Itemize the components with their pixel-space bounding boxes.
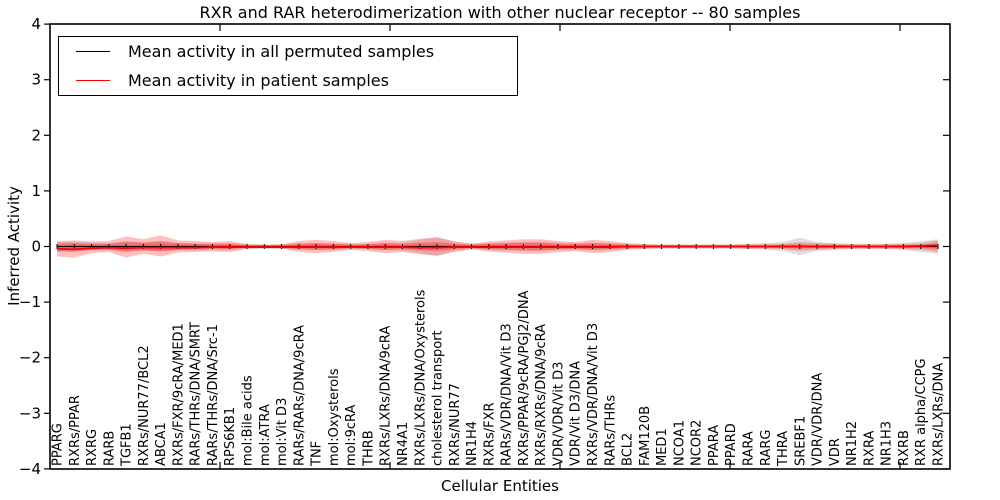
x-tick-label: mol:Bile acids [241,375,256,466]
x-tick-label: TNF [310,441,325,467]
y-tick-label: −2 [19,349,41,367]
x-tick-label: SREBF1 [793,416,808,466]
y-tick-label: −3 [19,404,41,422]
y-tick-label: 1 [31,182,41,200]
x-tick-label: RARG [759,429,774,466]
x-tick-label: NCOA1 [672,420,687,466]
x-tick-label: RXRs/FXR/9cRA/MED1 [171,323,186,466]
x-tick-label: NR1H3 [880,421,895,466]
x-tick-label: RARs/THRs/DNA/SMRT [189,322,204,466]
patient-line-swatch [76,80,110,81]
x-tick-label: RXRs/VDR/DNA/Vit D3 [586,323,601,466]
x-tick-label: RARs/RARs/DNA/9cRA [292,325,307,466]
x-tick-label: PPARA [707,425,722,466]
patient-mean-line [56,244,939,251]
x-tick-label: RARs/THRs/DNA/Src-1 [206,324,221,466]
permuted-line-swatch [76,51,110,52]
x-tick-label: RXRs/PPAR [68,395,83,466]
x-tick-label: PPARG [51,423,66,466]
x-tick-label: PPARD [724,423,739,466]
x-tick-label: RXRG [85,429,100,466]
y-tick-label: 3 [31,71,41,89]
legend-label-permuted: Mean activity in all permuted samples [128,42,435,61]
x-tick-label: ABCA1 [154,422,169,466]
x-tick-label: VDR/VDR/DNA [811,373,826,466]
x-tick-label: FAM120B [638,406,653,466]
x-tick-label: RXRs/PPAR/9cRA/PGJ2/DNA [517,290,532,466]
legend-entry-permuted: Mean activity in all permuted samples [59,38,517,66]
x-tick-label: mol:ATRA [258,404,273,466]
y-tick-label: −4 [19,460,41,478]
x-tick-label: NR1H4 [465,421,480,466]
x-tick-label: RXRB [897,430,912,466]
x-tick-label: NR4A1 [396,422,411,466]
x-tick-label: VDR/Vit D3/DNA [569,361,584,466]
legend-entry-patient: Mean activity in patient samples [59,67,517,95]
x-tick-label: RPS6KB1 [223,407,238,466]
x-tick-label: RXRs/NUR77 [448,383,463,466]
x-tick-label: RXRs/LXRs/DNA/9cRA [379,326,394,466]
x-tick-label: RARA [741,431,756,466]
x-tick-label: NCOR2 [690,420,705,466]
y-tick-label: 4 [31,15,41,33]
x-tick-label: VDR/VDR/Vit D3 [551,362,566,466]
x-axis-label: Cellular Entities [441,477,559,495]
x-tick-label: BCL2 [621,433,636,466]
x-tick-label: mol:9cRA [344,404,359,466]
x-tick-label: RXRs/LXRs/DNA [932,363,947,466]
x-tick-label: MED1 [655,428,670,466]
x-tick-label: RXRA [862,431,877,466]
x-tick-label: RARs/VDR/DNA/Vit D3 [500,323,515,466]
x-tick-label: THRB [361,430,376,467]
x-tick-label: RXR alpha/CCPG [914,358,929,466]
x-tick-label: RXRs/FXR [482,402,497,466]
chart-title: RXR and RAR heterodimerization with othe… [199,3,801,22]
x-tick-label: mol:Oxysterols [327,368,342,466]
x-tick-label: THRA [776,431,791,467]
y-tick-label: 0 [31,238,41,256]
x-tick-label: RXRs/RXRs/DNA/9cRA [534,324,549,466]
x-tick-label: TGFB1 [120,423,135,467]
x-tick-label: mol:Vit D3 [275,398,290,466]
x-tick-label: cholesterol transport [431,330,446,466]
x-tick-label: RARB [102,431,117,466]
x-tick-label: RXRs/LXRs/DNA/Oxysterols [413,289,428,466]
y-axis-label: Inferred Activity [5,186,23,306]
x-tick-label: RXRs/NUR77/BCL2 [137,345,152,466]
x-tick-label: RARs/THRs [603,395,618,466]
y-tick-label: 2 [31,126,41,144]
x-tick-label: NR1H2 [845,421,860,466]
x-tick-label: VDR [828,438,843,466]
legend: Mean activity in all permuted samples Me… [58,36,518,96]
y-tick-label: −1 [19,293,41,311]
legend-label-patient: Mean activity in patient samples [128,71,389,90]
